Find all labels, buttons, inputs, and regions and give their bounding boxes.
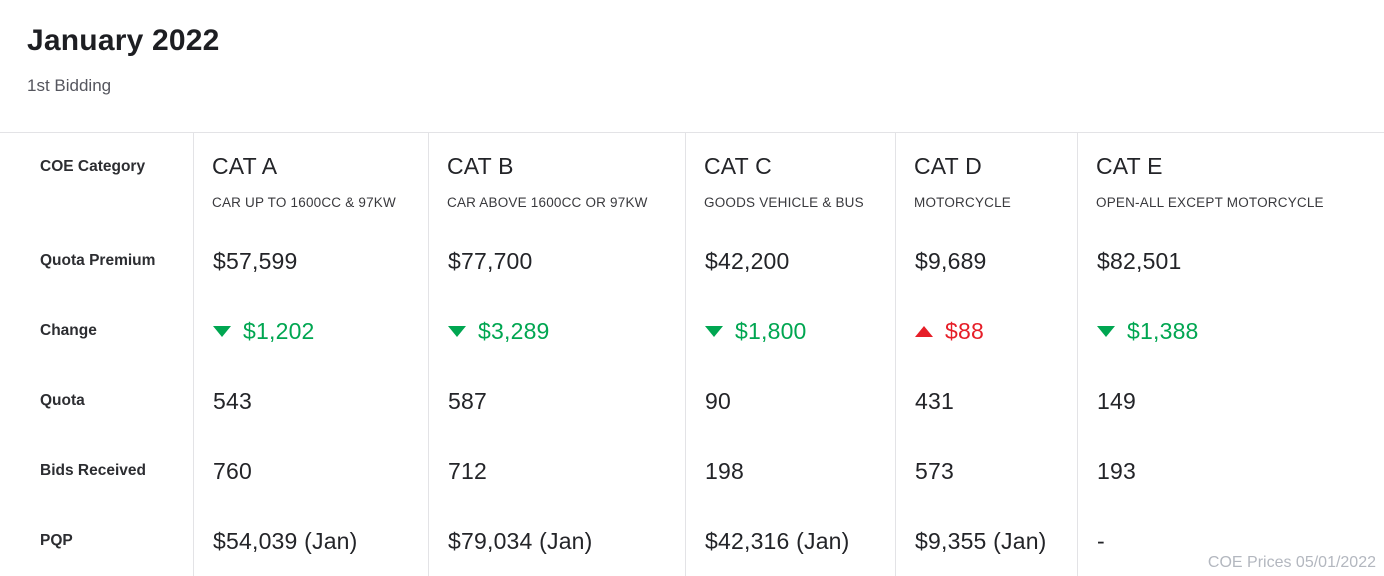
pqp-cat-c: $42,316 (Jan) xyxy=(685,506,895,576)
bids-received-cat-c: 198 xyxy=(685,436,895,506)
quota-cat-b: 587 xyxy=(428,366,685,436)
quota-cat-d: 431 xyxy=(895,366,1077,436)
row-label-change: Change xyxy=(40,322,97,339)
quota-cat-a: 543 xyxy=(193,366,428,436)
bids-received-cat-e: 193 xyxy=(1077,436,1384,506)
bidding-round-subtitle: 1st Bidding xyxy=(27,76,112,95)
cat-code: CAT E xyxy=(1096,153,1163,179)
pqp-cat-d: $9,355 (Jan) xyxy=(895,506,1077,576)
change-cat-b: $3,289 xyxy=(428,296,685,366)
triangle-down-icon xyxy=(705,325,723,337)
change-amount: $1,800 xyxy=(735,317,807,344)
change-amount: $1,388 xyxy=(1127,317,1199,344)
quota-premium-cat-b: $77,700 xyxy=(428,226,685,296)
cat-code: CAT A xyxy=(212,153,278,179)
change-amount: $1,202 xyxy=(243,317,315,344)
row-label-quota: Quota xyxy=(40,392,85,409)
cat-description: OPEN-ALL EXCEPT MOTORCYCLE xyxy=(1096,195,1324,210)
quota-cat-e: 149 xyxy=(1077,366,1384,436)
triangle-down-icon xyxy=(213,325,231,337)
page-header: January 2022 1st Bidding xyxy=(0,0,1384,132)
row-label-pqp: PQP xyxy=(40,532,73,549)
bids-received-cat-a: 760 xyxy=(193,436,428,506)
change-amount: $88 xyxy=(945,317,984,344)
change-cat-a: $1,202 xyxy=(193,296,428,366)
row-label-quota-premium: Quota Premium xyxy=(40,252,156,269)
change-amount: $3,289 xyxy=(478,317,550,344)
triangle-up-icon xyxy=(915,325,933,337)
coe-category-header: COE Category xyxy=(40,158,146,175)
cat-code: CAT D xyxy=(914,153,982,179)
pqp-cat-e: - xyxy=(1077,506,1384,576)
quota-premium-cat-e: $82,501 xyxy=(1077,226,1384,296)
quota-cat-c: 90 xyxy=(685,366,895,436)
quota-premium-cat-d: $9,689 xyxy=(895,226,1077,296)
page-title: January 2022 xyxy=(27,24,220,57)
cat-description: MOTORCYCLE xyxy=(914,195,1012,210)
bids-received-cat-d: 573 xyxy=(895,436,1077,506)
coe-results-table: COE Category CAT A CAR UP TO 1600CC & 97… xyxy=(0,132,1384,576)
change-cat-d: $88 xyxy=(895,296,1077,366)
change-cat-c: $1,800 xyxy=(685,296,895,366)
quota-premium-cat-a: $57,599 xyxy=(193,226,428,296)
quota-premium-cat-c: $42,200 xyxy=(685,226,895,296)
bids-received-cat-b: 712 xyxy=(428,436,685,506)
cat-code: CAT C xyxy=(704,153,772,179)
cat-description: GOODS VEHICLE & BUS xyxy=(704,195,864,210)
column-header-cat-a: CAT A CAR UP TO 1600CC & 97KW xyxy=(193,133,428,226)
cat-description: CAR UP TO 1600CC & 97KW xyxy=(212,195,396,210)
column-header-cat-b: CAT B CAR ABOVE 1600CC OR 97KW xyxy=(428,133,685,226)
triangle-down-icon xyxy=(448,325,466,337)
cat-code: CAT B xyxy=(447,153,514,179)
pqp-cat-a: $54,039 (Jan) xyxy=(193,506,428,576)
pqp-cat-b: $79,034 (Jan) xyxy=(428,506,685,576)
column-header-cat-c: CAT C GOODS VEHICLE & BUS xyxy=(685,133,895,226)
change-cat-e: $1,388 xyxy=(1077,296,1384,366)
cat-description: CAR ABOVE 1600CC OR 97KW xyxy=(447,195,648,210)
column-header-cat-e: CAT E OPEN-ALL EXCEPT MOTORCYCLE xyxy=(1077,133,1384,226)
triangle-down-icon xyxy=(1097,325,1115,337)
coe-prices-watermark: COE Prices 05/01/2022 xyxy=(1207,554,1376,571)
column-header-cat-d: CAT D MOTORCYCLE xyxy=(895,133,1077,226)
row-label-bids-received: Bids Received xyxy=(40,462,146,479)
